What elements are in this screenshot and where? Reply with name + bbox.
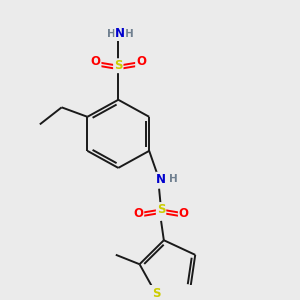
Text: N: N [156, 173, 166, 186]
Text: N: N [115, 27, 125, 40]
Text: H: H [125, 28, 134, 39]
Text: S: S [152, 287, 160, 300]
Text: S: S [157, 203, 165, 216]
Text: O: O [179, 207, 189, 220]
Text: H: H [169, 174, 177, 184]
Text: O: O [91, 56, 100, 68]
Text: H: H [107, 28, 116, 39]
Text: S: S [114, 59, 122, 72]
Text: O: O [133, 207, 143, 220]
Text: O: O [136, 56, 146, 68]
